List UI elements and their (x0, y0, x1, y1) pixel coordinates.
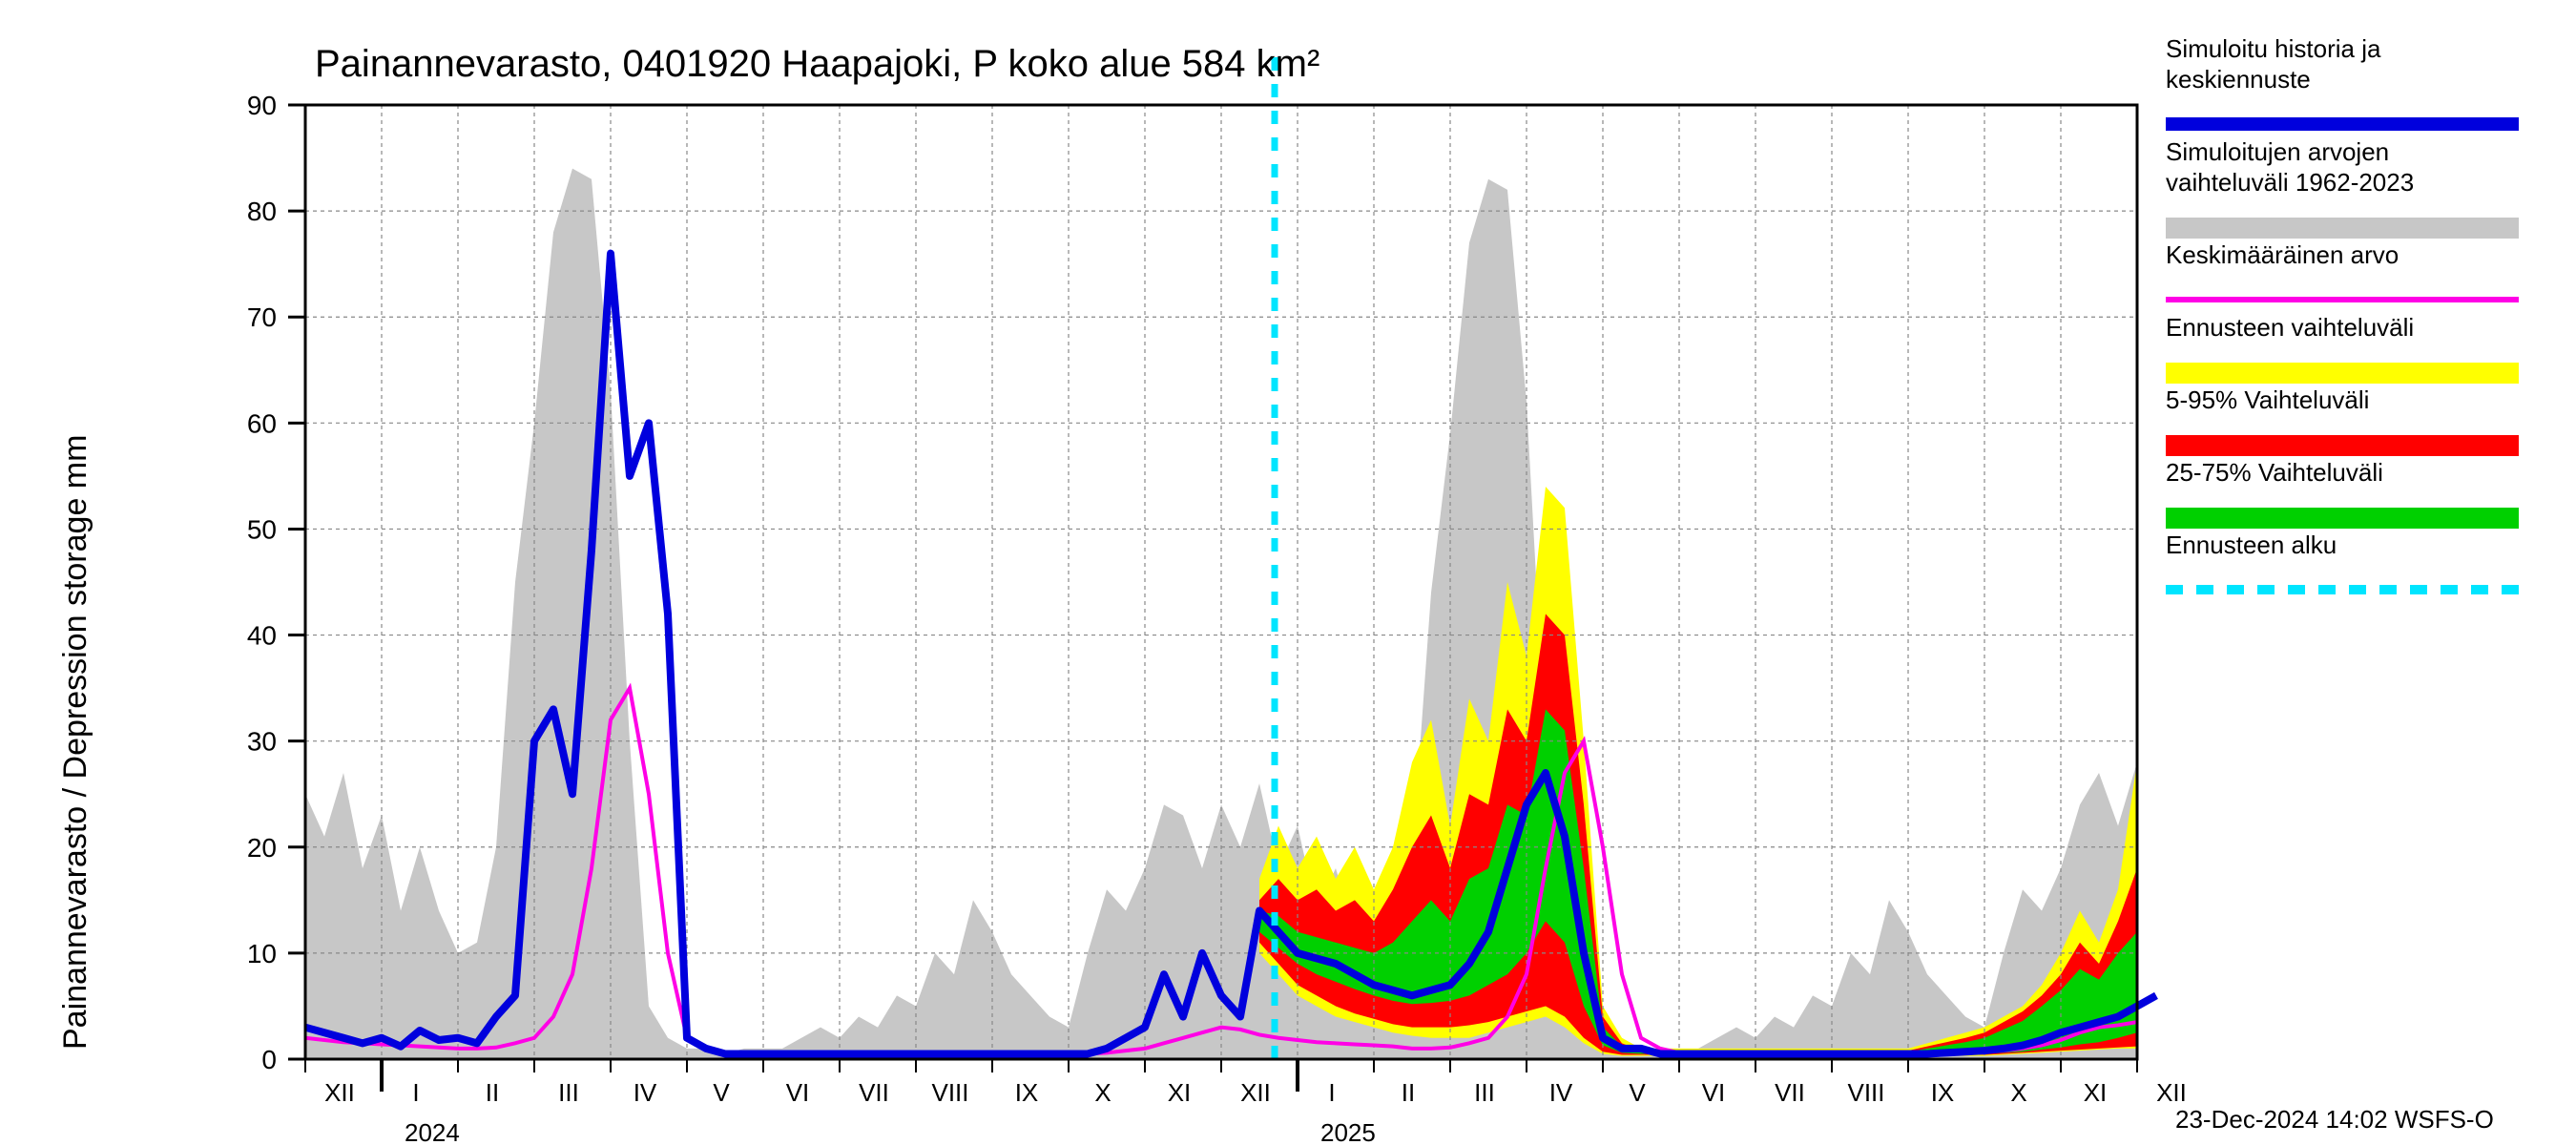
svg-text:VI: VI (1702, 1078, 1726, 1107)
svg-text:XII: XII (324, 1078, 355, 1107)
svg-text:90: 90 (247, 91, 277, 120)
svg-text:IV: IV (634, 1078, 657, 1107)
svg-text:XII: XII (1240, 1078, 1271, 1107)
y-axis-label: Painannevarasto / Depression storage mm (57, 435, 93, 1050)
legend-swatch (2166, 435, 2519, 456)
legend-label: Ennusteen vaihteluväli (2166, 313, 2414, 342)
svg-text:V: V (1629, 1078, 1646, 1107)
svg-text:VII: VII (1775, 1078, 1805, 1107)
svg-text:10: 10 (247, 939, 277, 968)
svg-text:XII: XII (2156, 1078, 2187, 1107)
legend-label: Simuloitu historia ja (2166, 34, 2381, 63)
svg-text:X: X (2010, 1078, 2026, 1107)
svg-text:60: 60 (247, 408, 277, 438)
chart-footer: 23-Dec-2024 14:02 WSFS-O (2175, 1105, 2494, 1134)
svg-text:IV: IV (1549, 1078, 1573, 1107)
svg-text:80: 80 (247, 197, 277, 226)
legend-label: 25-75% Vaihteluväli (2166, 458, 2383, 487)
svg-text:IX: IX (1015, 1078, 1039, 1107)
svg-text:50: 50 (247, 514, 277, 544)
legend-label: Keskimääräinen arvo (2166, 240, 2399, 269)
legend-label: 5-95% Vaihteluväli (2166, 385, 2369, 414)
svg-text:V: V (713, 1078, 730, 1107)
svg-text:70: 70 (247, 302, 277, 332)
svg-text:I: I (1328, 1078, 1335, 1107)
svg-text:III: III (558, 1078, 579, 1107)
legend-label: Simuloitujen arvojen (2166, 137, 2389, 166)
svg-text:III: III (1474, 1078, 1495, 1107)
svg-text:VII: VII (859, 1078, 889, 1107)
svg-text:2025: 2025 (1320, 1118, 1376, 1145)
svg-text:2024: 2024 (405, 1118, 460, 1145)
chart-svg: 0102030405060708090XIIIIIIIIIVVVIVIIVIII… (0, 0, 2576, 1145)
svg-text:VIII: VIII (1847, 1078, 1884, 1107)
svg-text:XI: XI (1168, 1078, 1192, 1107)
svg-text:VI: VI (786, 1078, 810, 1107)
legend-label: vaihteluväli 1962-2023 (2166, 168, 2414, 197)
chart-container: 0102030405060708090XIIIIIIIIIVVVIVIIVIII… (0, 0, 2576, 1145)
legend-label: keskiennuste (2166, 65, 2311, 94)
svg-text:II: II (486, 1078, 499, 1107)
legend-swatch (2166, 363, 2519, 384)
svg-text:I: I (412, 1078, 419, 1107)
svg-text:20: 20 (247, 833, 277, 863)
legend-label: Ennusteen alku (2166, 531, 2337, 559)
svg-text:XI: XI (2084, 1078, 2108, 1107)
svg-text:IX: IX (1931, 1078, 1955, 1107)
svg-text:30: 30 (247, 727, 277, 757)
chart-title: Painannevarasto, 0401920 Haapajoki, P ko… (315, 43, 1319, 85)
svg-text:X: X (1094, 1078, 1111, 1107)
legend-swatch (2166, 218, 2519, 239)
legend-swatch (2166, 508, 2519, 529)
svg-text:II: II (1402, 1078, 1415, 1107)
svg-text:VIII: VIII (931, 1078, 968, 1107)
svg-text:0: 0 (261, 1045, 277, 1074)
svg-text:40: 40 (247, 621, 277, 651)
